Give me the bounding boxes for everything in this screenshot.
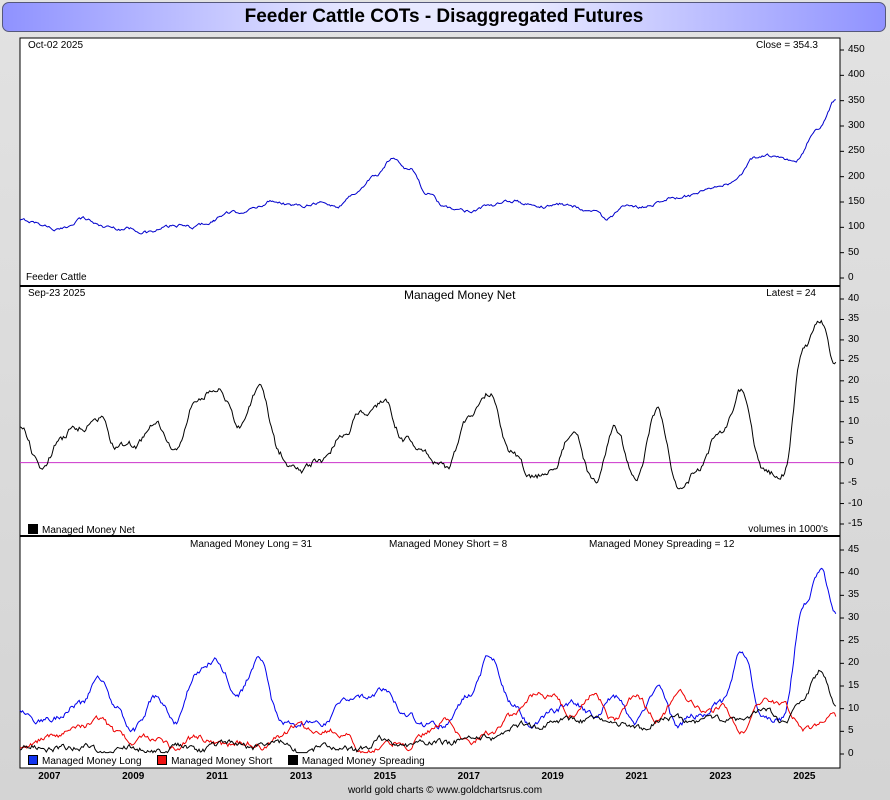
x-tick-label: 2025	[793, 771, 816, 782]
panel-3-y-tick-label: 25	[848, 634, 860, 646]
panel-1-y-tick-label: 350	[848, 94, 865, 106]
x-tick-label: 2013	[289, 771, 313, 782]
series-line-managed-money-net	[19, 319, 837, 490]
panel-1-close-label: Close = 354.3	[756, 40, 818, 51]
panel-1-plot-area	[19, 37, 841, 287]
panel-2-y-tick-label: -15	[848, 518, 863, 529]
panel-2-plot-area	[19, 285, 841, 537]
x-tick-label: 2017	[457, 771, 480, 782]
panel-2-y-tick-label: 40	[848, 293, 860, 304]
panel-3-plot-area	[19, 535, 841, 769]
panel-1-y-tick-label: 0	[848, 272, 854, 283]
panel-2-latest-label: Latest = 24	[766, 288, 816, 299]
spreading-header: Managed Money Spreading = 12	[589, 539, 735, 550]
panel-2-y-tick-label: -5	[848, 477, 857, 489]
panel-3-y-tick-label: 10	[848, 702, 860, 714]
x-tick-label: 2019	[541, 771, 564, 782]
long-legend-swatch	[28, 755, 38, 765]
panel-3-y-tick-label: 40	[848, 566, 860, 578]
panel-1-y-tick-label: 250	[848, 145, 865, 157]
long-header: Managed Money Long = 31	[190, 539, 313, 550]
series-line-managed-money-short	[19, 688, 837, 754]
panel-2-y-tick-label: 5	[848, 436, 854, 448]
panel-3-y-tick-label: 35	[848, 589, 860, 601]
panel-1-legend: Feeder Cattle	[26, 272, 87, 283]
panel-1-y-tick-label: 450	[848, 44, 865, 55]
panel-2-date: Sep-23 2025	[28, 288, 86, 299]
x-tick-label: 2011	[206, 771, 228, 782]
panel-3-legend: Managed Money Long Managed Money Short M…	[28, 755, 425, 768]
net-legend-label: Managed Money Net	[42, 525, 135, 536]
panel-1-y-tick-label: 100	[848, 221, 865, 233]
panel-3-y-tick-label: 5	[848, 725, 854, 737]
long-legend-label: Managed Money Long	[42, 756, 142, 767]
x-tick-label: 2009	[122, 771, 145, 782]
panel-3-y-tick-label: 30	[848, 612, 860, 623]
panel-1-y-tick-label: 50	[848, 246, 860, 258]
spreading-legend-swatch	[287, 755, 298, 765]
net-legend-swatch	[28, 524, 38, 534]
panel-2-y-tick-label: 15	[848, 395, 860, 407]
short-header: Managed Money Short = 8	[389, 539, 508, 550]
series-line-feeder-cattle	[19, 99, 836, 235]
panel-3-y-tick-label: 20	[848, 657, 860, 669]
panel-2-legend: Managed Money Net	[28, 524, 135, 537]
chart-title: Feeder Cattle COTs - Disaggregated Futur…	[2, 2, 886, 32]
panel-3-y-tick-label: 0	[848, 748, 854, 759]
panel-2-y-tick-label: 25	[848, 354, 860, 366]
panel-2-y-tick-label: 30	[848, 333, 860, 345]
panel-2-y-tick-label: 10	[848, 415, 860, 427]
panel-1-y-tick-label: 300	[848, 120, 865, 131]
panel-2-title: Managed Money Net	[404, 288, 516, 302]
panel-2-y-tick-label: 35	[848, 313, 860, 325]
short-legend-swatch	[157, 755, 168, 765]
panel-3-y-tick-label: 45	[848, 544, 860, 555]
x-tick-label: 2007	[38, 771, 61, 782]
panel-1-y-tick-label: 150	[848, 196, 865, 207]
series-line-managed-money-spreading	[19, 669, 837, 754]
short-legend-label: Managed Money Short	[171, 756, 273, 767]
volumes-note: volumes in 1000's	[748, 524, 828, 535]
panel-2-y-tick-label: 0	[848, 456, 854, 468]
panel-1-date: Oct-02 2025	[28, 40, 84, 51]
footer-credit: world gold charts © www.goldchartsrus.co…	[347, 785, 543, 796]
x-tick-label: 2021	[625, 771, 648, 782]
panel-2-y-tick-label: -10	[848, 497, 863, 509]
x-tick-label: 2023	[709, 771, 732, 782]
x-tick-label: 2015	[373, 771, 397, 782]
series-line-managed-money-long	[19, 567, 837, 733]
panel-1-y-tick-label: 400	[848, 69, 865, 81]
spreading-legend-label: Managed Money Spreading	[301, 756, 425, 767]
panel-1-y-tick-label: 200	[848, 170, 865, 182]
panel-3-y-tick-label: 15	[848, 680, 860, 691]
x-axis: 2007 2009 2011 2013 2015 2017 2019 2021 2023 2025	[20, 770, 840, 784]
panel-2-y-tick-label: 20	[848, 374, 860, 386]
